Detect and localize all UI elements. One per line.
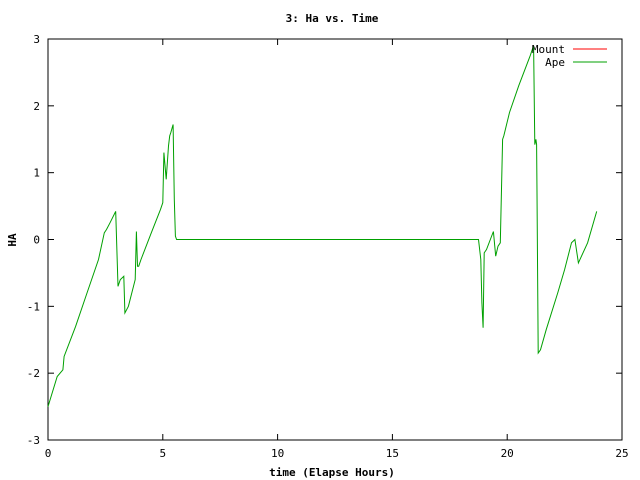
x-tick-label: 20 xyxy=(501,447,514,460)
y-tick-label: -3 xyxy=(27,434,40,447)
x-tick-label: 25 xyxy=(615,447,628,460)
y-tick-label: -1 xyxy=(27,300,40,313)
legend-label-ape: Ape xyxy=(545,56,565,69)
y-tick-label: 3 xyxy=(33,33,40,46)
legend-label-mount: Mount xyxy=(532,43,565,56)
x-tick-label: 5 xyxy=(159,447,166,460)
axis-ticks: 0 5 10 15 20 25 -3 -2 -1 0 1 2 3 xyxy=(27,33,629,460)
series-lines xyxy=(47,45,598,407)
x-tick-label: 0 xyxy=(45,447,52,460)
chart-title: 3: Ha vs. Time xyxy=(286,12,379,25)
y-axis-label: HA xyxy=(6,233,19,247)
series-line-ape xyxy=(47,45,598,407)
x-axis-label: time (Elapse Hours) xyxy=(269,466,395,479)
y-tick-label: 2 xyxy=(33,100,40,113)
y-tick-label: 0 xyxy=(33,234,40,247)
y-tick-label: 1 xyxy=(33,167,40,180)
x-tick-label: 10 xyxy=(271,447,284,460)
x-tick-label: 15 xyxy=(386,447,399,460)
y-tick-label: -2 xyxy=(27,367,40,380)
